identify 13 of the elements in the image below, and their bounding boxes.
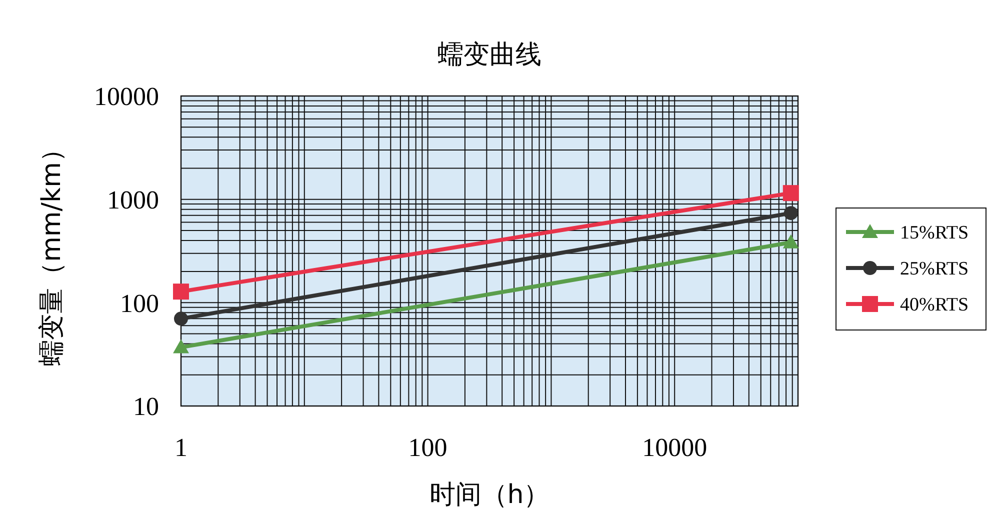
x-tick-label: 10000 — [642, 433, 708, 462]
x-tick-label: 1 — [174, 433, 188, 462]
y-tick-label: 100 — [120, 288, 159, 318]
legend-label: 15%RTS — [900, 222, 969, 244]
x-axis-title: 时间（h） — [429, 480, 550, 510]
y-tick-label: 10 — [133, 392, 159, 422]
chart-title: 蠕变曲线 — [438, 40, 542, 70]
y-tick-label: 10000 — [94, 82, 159, 112]
y-tick-label: 1000 — [107, 185, 159, 214]
legend-label: 40%RTS — [900, 294, 969, 316]
x-tick-label: 100 — [408, 433, 448, 462]
y-axis-title: 蠕变量（mm/km） — [37, 136, 67, 366]
legend-label: 25%RTS — [900, 258, 969, 280]
